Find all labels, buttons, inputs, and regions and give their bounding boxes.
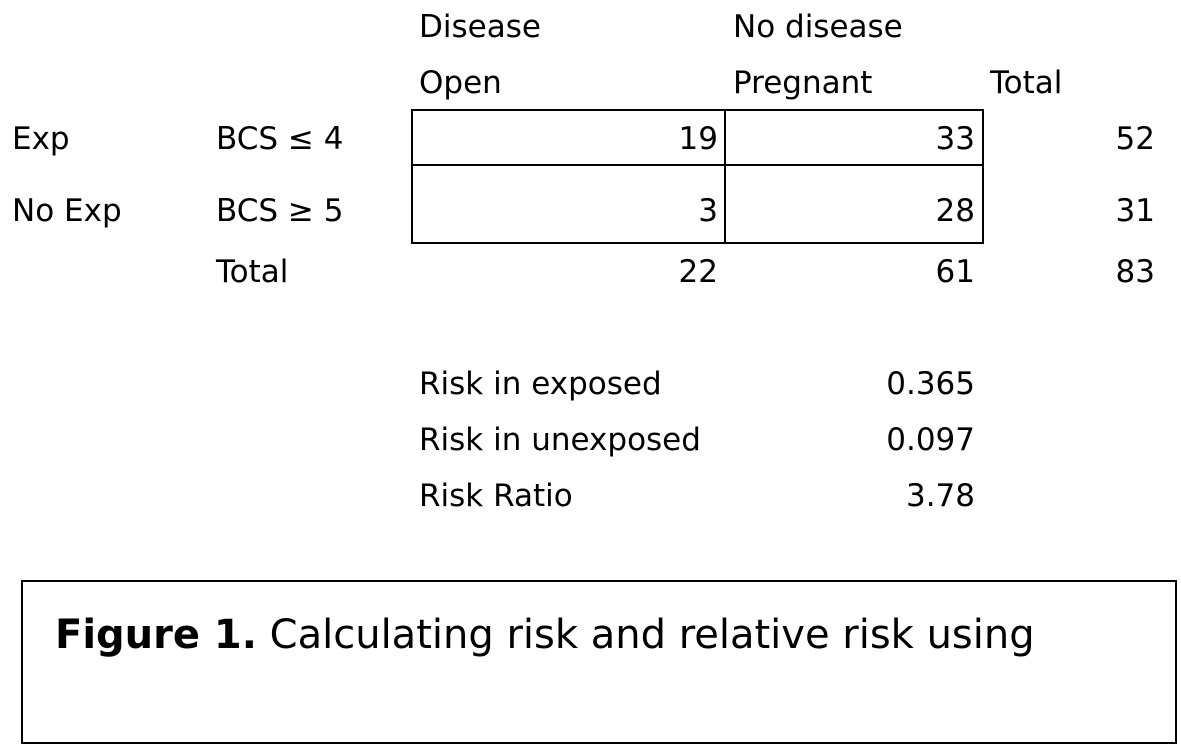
cell-border-noexp-pregnant <box>724 164 984 244</box>
header-total: Total <box>990 65 1063 101</box>
row-noexp-bcs: BCS ≥ 5 <box>216 193 344 229</box>
stat-risk-unexposed-value: 0.097 <box>886 422 975 458</box>
cell-noexp-open: 3 <box>698 193 718 229</box>
stat-risk-ratio-value: 3.78 <box>905 478 975 514</box>
cell-exp-pregnant: 33 <box>935 121 975 157</box>
cell-exp-total: 52 <box>1115 121 1155 157</box>
cell-noexp-total: 31 <box>1115 193 1155 229</box>
stat-risk-ratio-label: Risk Ratio <box>419 478 573 514</box>
header-disease: Disease <box>419 9 541 45</box>
cell-exp-open: 19 <box>678 121 718 157</box>
caption-box: Figure 1. Calculating risk and relative … <box>21 580 1177 744</box>
totals-row-label: Total <box>216 254 289 290</box>
total-pregnant: 61 <box>935 254 975 290</box>
figure-caption-prefix: Figure 1. <box>55 612 257 658</box>
total-grand: 83 <box>1115 254 1155 290</box>
header-open: Open <box>419 65 502 101</box>
total-open: 22 <box>678 254 718 290</box>
stat-risk-exposed-label: Risk in exposed <box>419 366 662 402</box>
stat-risk-unexposed-label: Risk in unexposed <box>419 422 701 458</box>
figure-caption-text: Calculating risk and relative risk using <box>256 612 1035 658</box>
stat-risk-exposed-value: 0.365 <box>886 366 975 402</box>
header-pregnant: Pregnant <box>733 65 873 101</box>
row-exp-bcs: BCS ≤ 4 <box>216 121 344 157</box>
row-noexp-label: No Exp <box>12 193 122 229</box>
row-exp-label: Exp <box>12 121 70 157</box>
cell-noexp-pregnant: 28 <box>935 193 975 229</box>
header-no-disease: No disease <box>733 9 903 45</box>
figure-caption: Figure 1. Calculating risk and relative … <box>55 610 1035 660</box>
